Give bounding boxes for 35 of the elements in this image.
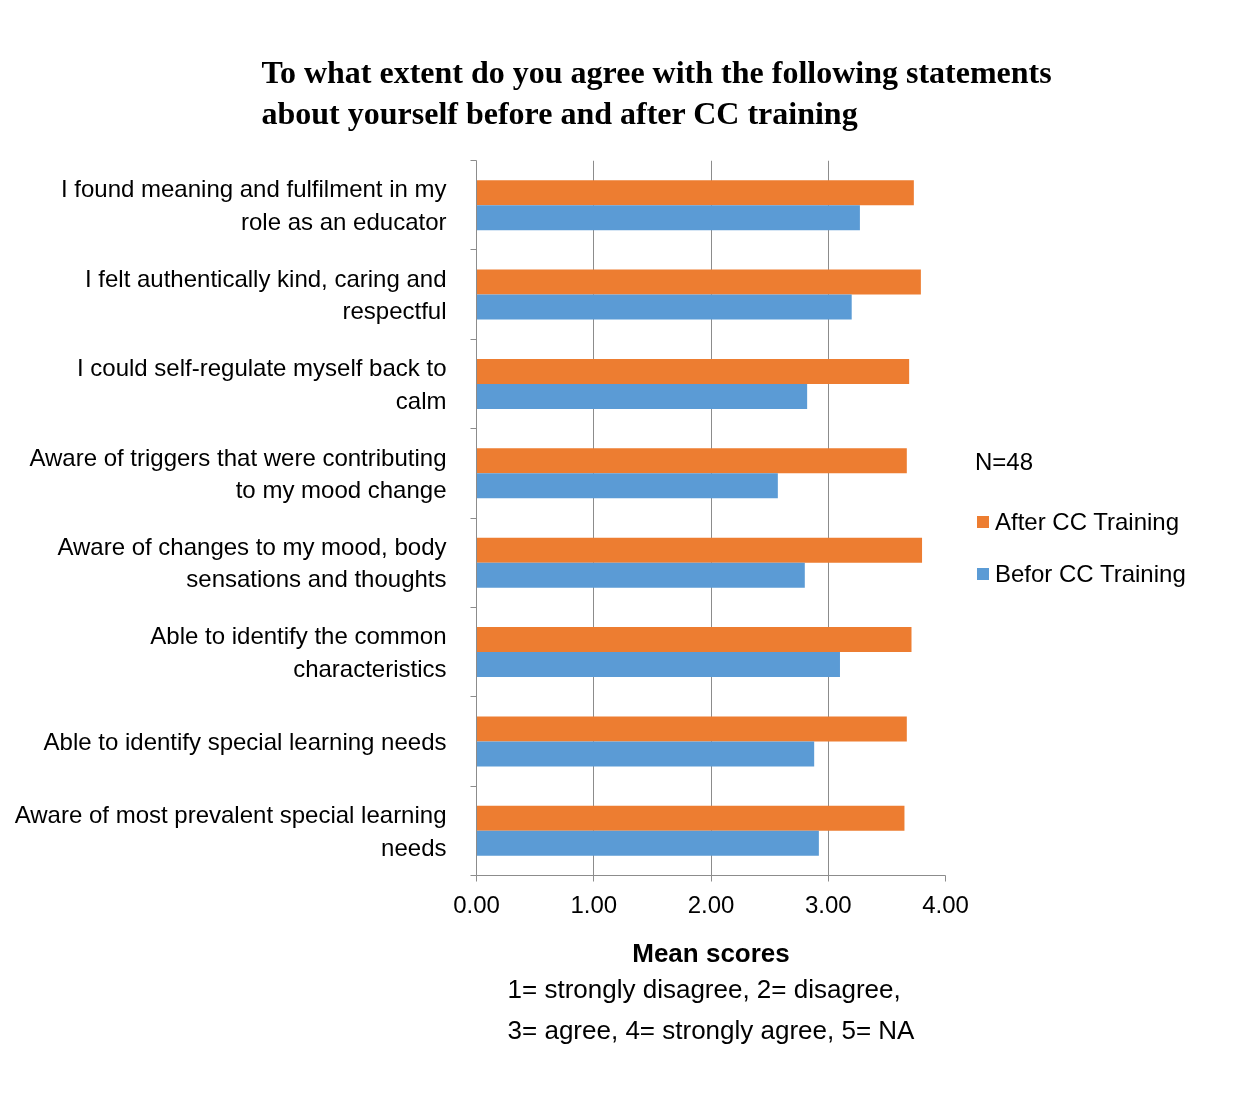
bar: [476, 741, 815, 767]
y-tick-label: I found meaning and fulfilment in my role as an educator: [60, 175, 447, 235]
y-tick-label: Aware of most prevalent special learning needs: [14, 801, 447, 861]
bar: [476, 294, 852, 320]
x-tick-label: 0.00: [453, 890, 500, 918]
x-tick-label: 2.00: [687, 890, 735, 918]
bar: [476, 805, 905, 831]
bar: [476, 358, 910, 384]
bar: [476, 830, 819, 856]
bar: [476, 562, 805, 588]
y-tick-label: Able to identify special learning needs: [43, 727, 447, 755]
y-tick-label: Able to identify the common characteristics: [150, 622, 447, 682]
y-tick-label: Aware of triggers that were contributing to my mood change: [29, 443, 447, 504]
bar: [476, 627, 912, 653]
chart-title: To what extent do you agree with the following statements about yourself before and after CC training: [261, 54, 1052, 132]
y-tick-label: Aware of changes to my mood, body sensations and thoughts: [57, 532, 447, 593]
bar: [476, 473, 778, 499]
bar: [476, 537, 923, 563]
bar: [476, 652, 840, 678]
y-tick-label: I felt authentically kind, caring and respectful: [84, 264, 447, 325]
bar: [476, 383, 808, 409]
bar: [476, 205, 860, 231]
x-axis-title: Mean scores: [632, 937, 790, 968]
x-tick-label: 1.00: [570, 890, 618, 918]
text: N=48: [975, 447, 1035, 476]
bar: [476, 269, 921, 295]
x-tick-label: 3.00: [804, 890, 852, 918]
bar: [476, 448, 907, 474]
y-tick-label: I could self-regulate myself back to calm: [77, 354, 447, 414]
bar: [476, 180, 914, 206]
x-tick-label: 4.00: [922, 890, 969, 918]
text: 1= strongly disagree, 2= disagree, 3= agree, 4= strongly agree, 5= NA: [507, 974, 916, 1045]
bar: [476, 716, 907, 742]
legend-label: After CC Training: [995, 507, 1180, 536]
legend-label: Befor CC Training: [995, 559, 1186, 588]
